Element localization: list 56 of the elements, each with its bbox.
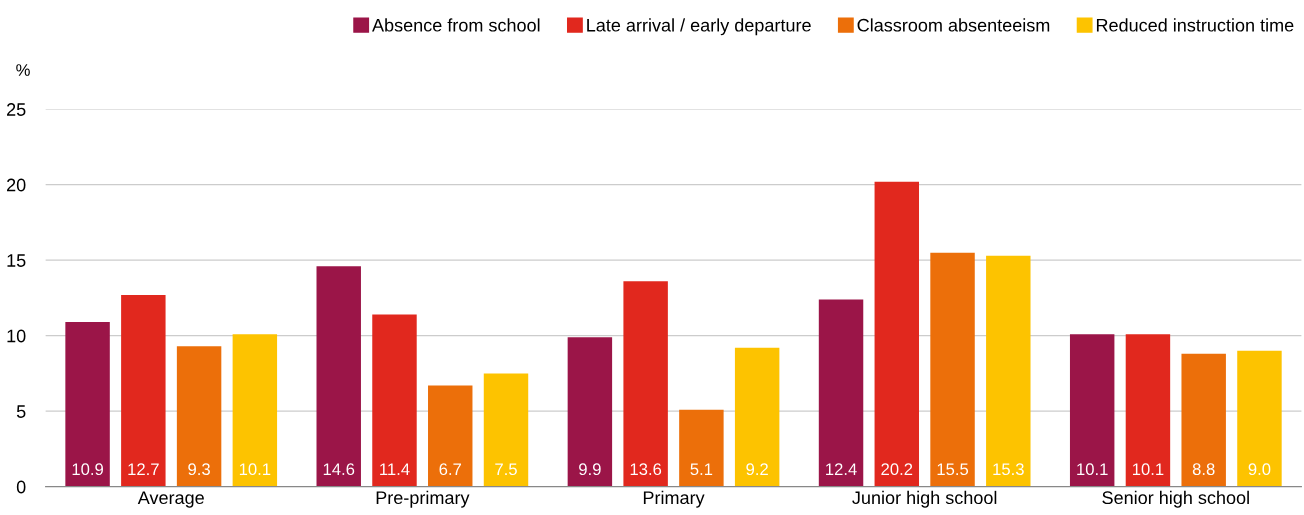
data-label: 6.7 [439,463,461,476]
bar [623,281,668,487]
bar [1237,350,1282,487]
data-label: 10.1 [1077,463,1108,476]
data-label: 12.4 [826,463,857,475]
data-label: 15.5 [937,463,969,476]
data-label: 10.1 [239,463,271,476]
data-label: 11.4 [380,463,410,475]
bar [65,322,110,487]
data-label: 20.2 [881,463,913,476]
bar [316,266,361,487]
y-tick-label: 5 [16,405,26,418]
y-tick-label: 20 [7,178,26,192]
data-label: 9.2 [746,463,768,476]
bar [372,314,417,487]
legend-label: Late arrival / early departure [587,18,811,36]
bar [874,181,920,487]
bar [428,385,473,487]
bar [818,299,864,487]
bar [483,373,529,487]
x-tick-label: Average [137,491,204,508]
y-tick-label: 15 [7,254,26,267]
bar [176,346,222,487]
bar [121,294,166,487]
data-label: 8.8 [1192,463,1215,476]
data-label: 10.1 [1132,463,1164,476]
bar [986,255,1031,487]
data-label: 14.6 [323,463,355,476]
bar [1181,353,1226,487]
legend-label: Classroom absenteeism [857,18,1050,32]
data-label: 7.5 [495,463,517,476]
legend-label: Reduced instruction time [1096,18,1294,32]
data-label: 10.9 [72,463,104,476]
x-tick-label: Pre-primary [376,490,470,508]
bar [1125,334,1171,487]
data-label: 9.0 [1248,463,1271,476]
x-tick-label: Senior high school [1102,490,1249,508]
data-label: 9.9 [579,463,601,476]
data-label: 15.3 [993,463,1024,476]
legend-label: Absence from school [372,18,540,32]
bar [232,334,278,487]
y-tick-label: 10 [7,329,26,343]
data-label: 13.6 [630,463,662,476]
y-tick-label: 0 [16,480,26,494]
bar [1069,334,1115,487]
bar [679,409,724,487]
x-tick-label: Junior high school [852,490,997,508]
bar [567,337,613,487]
data-label: 12.7 [128,463,159,475]
y-tick-label: 25 [7,103,26,116]
bar [930,252,975,487]
x-tick-label: Primary [643,490,705,508]
bar [734,347,780,487]
y-axis-title: % [16,64,30,76]
data-label: 5.1 [690,463,713,476]
data-label: 9.3 [188,463,210,476]
